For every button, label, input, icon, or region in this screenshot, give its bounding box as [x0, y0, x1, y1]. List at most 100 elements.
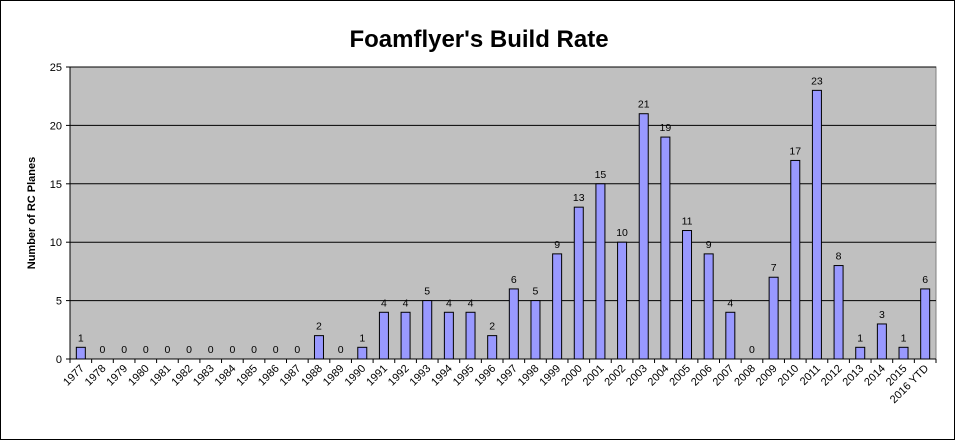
data-label: 21 — [638, 99, 650, 111]
x-tick-label: 1997 — [494, 363, 520, 389]
data-label: 0 — [338, 344, 344, 356]
bar — [487, 335, 498, 360]
chart-title: Foamflyer's Build Rate — [349, 26, 608, 53]
bar — [313, 335, 324, 360]
data-label: 19 — [660, 122, 672, 134]
x-tick-label: 1999 — [537, 363, 563, 389]
x-tick-label: 1981 — [148, 363, 174, 389]
bar — [920, 288, 931, 360]
bar — [75, 346, 86, 360]
data-label: 0 — [251, 344, 257, 356]
x-tick-label: 1995 — [451, 363, 477, 389]
bar — [552, 253, 563, 360]
y-tick-label: 25 — [50, 62, 62, 74]
x-tick-label: 2004 — [646, 363, 672, 389]
data-label: 10 — [616, 227, 628, 239]
plot-area: 0510152025119770197801979019800198101982… — [50, 62, 937, 406]
x-tick-label: 1979 — [104, 363, 130, 389]
data-label: 8 — [836, 251, 842, 263]
data-label: 0 — [165, 344, 171, 356]
x-tick-label: 2001 — [581, 363, 607, 389]
x-tick-label: 2009 — [754, 363, 780, 389]
x-tick-label: 1982 — [169, 363, 195, 389]
data-label: 1 — [359, 332, 365, 344]
data-label: 3 — [879, 309, 885, 321]
data-label: 0 — [186, 344, 192, 356]
data-label: 2 — [489, 321, 495, 333]
x-tick-label: 1985 — [234, 363, 260, 389]
data-label: 2 — [316, 321, 322, 333]
x-tick-label: 2005 — [667, 363, 693, 389]
bar — [422, 300, 433, 360]
y-axis-label: Number of RC Planes — [26, 157, 38, 269]
data-label: 0 — [749, 344, 755, 356]
x-tick-label: 2007 — [711, 363, 737, 389]
data-label: 7 — [771, 262, 777, 274]
x-tick-label: 1992 — [386, 363, 412, 389]
x-tick-label: 1998 — [516, 363, 542, 389]
data-label: 9 — [554, 239, 560, 251]
data-label: 0 — [294, 344, 300, 356]
x-tick-label: 2010 — [776, 363, 802, 389]
data-label: 4 — [403, 297, 409, 309]
x-tick-label: 1987 — [278, 363, 304, 389]
bar — [638, 113, 649, 360]
x-tick-label: 2002 — [602, 363, 628, 389]
bar — [768, 276, 779, 360]
data-label: 6 — [922, 274, 928, 286]
data-label: 1 — [901, 332, 907, 344]
bar — [790, 159, 801, 360]
bar — [595, 183, 606, 360]
x-tick-label: 2006 — [689, 363, 715, 389]
bar — [443, 311, 454, 360]
x-tick-label: 1986 — [256, 363, 282, 389]
x-tick-label: 1989 — [321, 363, 347, 389]
bar — [876, 323, 887, 360]
bar — [660, 136, 671, 360]
x-tick-label: 1994 — [429, 363, 455, 389]
x-tick-label: 1984 — [213, 363, 239, 389]
data-label: 4 — [468, 297, 474, 309]
data-label: 1 — [857, 332, 863, 344]
x-tick-label: 1996 — [472, 363, 498, 389]
x-tick-label: 2003 — [624, 363, 650, 389]
data-label: 1 — [78, 332, 84, 344]
x-tick-label: 1988 — [299, 363, 325, 389]
bar — [811, 89, 822, 360]
bar — [357, 346, 368, 360]
data-label: 0 — [229, 344, 235, 356]
plot-background — [69, 66, 937, 360]
y-tick-label: 15 — [50, 179, 62, 191]
x-tick-label: 2012 — [819, 363, 845, 389]
x-tick-label: 2008 — [732, 363, 758, 389]
bar — [400, 311, 411, 360]
data-label: 0 — [121, 344, 127, 356]
bar — [855, 346, 866, 360]
x-tick-label: 2011 — [798, 363, 823, 388]
bar — [898, 346, 909, 360]
bar — [833, 265, 844, 360]
y-tick-label: 10 — [50, 237, 62, 249]
bar — [725, 311, 736, 360]
bar — [573, 206, 584, 360]
x-tick-label: 2014 — [862, 363, 888, 389]
bar — [617, 241, 628, 360]
data-label: 4 — [381, 297, 387, 309]
data-label: 11 — [682, 216, 693, 228]
x-tick-label: 1993 — [408, 363, 434, 389]
data-label: 0 — [273, 344, 279, 356]
data-label: 0 — [208, 344, 214, 356]
x-tick-label: 1983 — [191, 363, 217, 389]
x-tick-label: 1977 — [61, 363, 87, 389]
data-label: 4 — [446, 297, 452, 309]
data-label: 15 — [595, 169, 607, 181]
bar — [465, 311, 476, 360]
x-tick-label: 2013 — [841, 363, 867, 389]
y-tick-label: 0 — [56, 354, 62, 366]
y-tick-label: 20 — [50, 120, 62, 132]
data-label: 23 — [811, 75, 823, 87]
bar — [682, 230, 693, 360]
data-label: 4 — [727, 297, 733, 309]
x-tick-label: 1980 — [126, 363, 152, 389]
